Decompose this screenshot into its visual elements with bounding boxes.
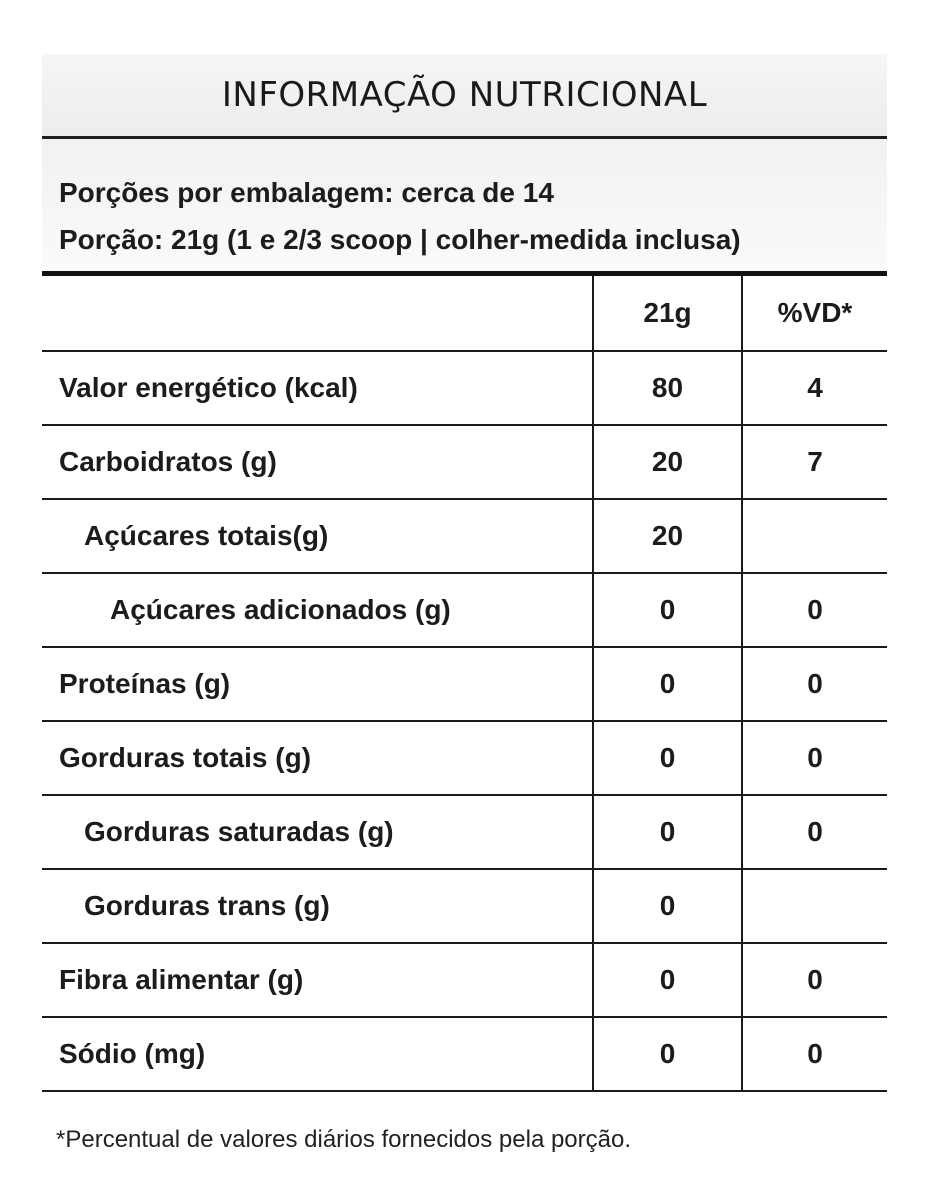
nutrient-name: Carboidratos (g) <box>42 425 593 500</box>
nutrient-amount: 0 <box>592 647 742 722</box>
nutrient-vd: 4 <box>741 351 887 426</box>
nutrient-name: Gorduras trans (g) <box>42 869 593 944</box>
table-row: Açúcares adicionados (g) 0 0 <box>42 573 887 648</box>
table-row: Fibra alimentar (g) 0 0 <box>42 943 887 1018</box>
header-name-cell <box>42 276 593 352</box>
nutrient-amount: 20 <box>592 499 742 574</box>
table-header-row: 21g %VD* <box>42 276 887 352</box>
nutrient-vd: 0 <box>741 721 887 796</box>
nutrient-name: Valor energético (kcal) <box>42 351 593 426</box>
table-row: Sódio (mg) 0 0 <box>42 1017 887 1092</box>
nutrient-amount: 0 <box>592 943 742 1018</box>
nutrient-vd: 0 <box>741 647 887 722</box>
table-row: Açúcares totais(g) 20 <box>42 499 887 574</box>
nutrient-vd: 0 <box>741 573 887 648</box>
footnote: *Percentual de valores diários fornecido… <box>56 1126 632 1153</box>
nutrient-vd: 0 <box>741 943 887 1018</box>
nutrient-amount: 0 <box>592 721 742 796</box>
header-vd-cell: %VD* <box>741 276 887 352</box>
nutrient-name: Proteínas (g) <box>42 647 593 722</box>
title-bar: INFORMAÇÃO NUTRICIONAL <box>42 54 887 139</box>
table-row: Gorduras saturadas (g) 0 0 <box>42 795 887 870</box>
servings-per-package: Porções por embalagem: cerca de 14 <box>59 177 554 208</box>
table-row: Gorduras totais (g) 0 0 <box>42 721 887 796</box>
nutrient-amount: 0 <box>592 869 742 944</box>
table-row: Carboidratos (g) 20 7 <box>42 425 887 500</box>
nutrient-amount: 0 <box>592 795 742 870</box>
nutrient-name: Fibra alimentar (g) <box>42 943 593 1018</box>
nutrient-name: Açúcares adicionados (g) <box>42 573 593 648</box>
serving-size: Porção: 21g (1 e 2/3 scoop | colher-medi… <box>59 224 741 255</box>
serving-info: Porções por embalagem: cerca de 14 Porçã… <box>42 139 887 276</box>
nutrition-table: 21g %VD* Valor energético (kcal) 80 4 Ca… <box>42 276 887 1092</box>
nutrient-amount: 0 <box>592 573 742 648</box>
nutrient-name: Gorduras totais (g) <box>42 721 593 796</box>
nutrient-amount: 0 <box>592 1017 742 1092</box>
label-title: INFORMAÇÃO NUTRICIONAL <box>221 75 708 115</box>
nutrient-amount: 80 <box>592 351 742 426</box>
nutrient-amount: 20 <box>592 425 742 500</box>
nutrient-name: Açúcares totais(g) <box>42 499 593 574</box>
nutrient-vd: 0 <box>741 1017 887 1092</box>
table-row: Valor energético (kcal) 80 4 <box>42 351 887 426</box>
nutrient-vd <box>741 499 887 574</box>
table-row: Proteínas (g) 0 0 <box>42 647 887 722</box>
nutrient-name: Gorduras saturadas (g) <box>42 795 593 870</box>
nutrient-vd: 0 <box>741 795 887 870</box>
table-row: Gorduras trans (g) 0 <box>42 869 887 944</box>
nutrient-vd <box>741 869 887 944</box>
header-amount-cell: 21g <box>592 276 742 352</box>
nutrient-vd: 7 <box>741 425 887 500</box>
nutrition-label: INFORMAÇÃO NUTRICIONAL Porções por embal… <box>42 54 887 1154</box>
nutrient-name: Sódio (mg) <box>42 1017 593 1092</box>
